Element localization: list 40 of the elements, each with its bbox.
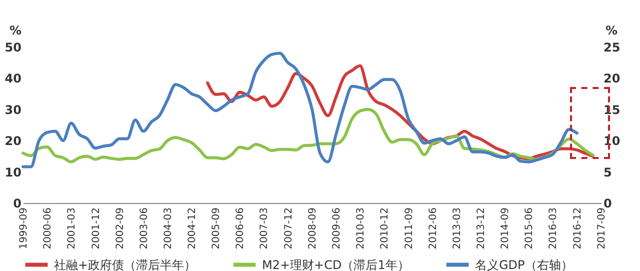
y2-axis-title: % <box>606 24 618 38</box>
y-tick-label: 50 <box>4 40 22 54</box>
x-tick-label: 2001-12 <box>90 208 102 250</box>
x-tick-label: 2016-12 <box>572 208 584 250</box>
x-tick-label: 2007-03 <box>259 208 270 250</box>
x-tick-label: 2003-06 <box>138 208 150 250</box>
x-tick-label: 2013-12 <box>476 208 488 250</box>
x-tick-label: 2004-12 <box>187 208 198 250</box>
x-tick-label: 2015-06 <box>524 208 536 250</box>
y-axis-title: % <box>9 24 22 38</box>
x-tick-label: 1999-09 <box>18 208 30 250</box>
y-tick-label: 30 <box>4 102 22 117</box>
x-tick-label: 2011-09 <box>404 208 415 250</box>
x-tick-label: 2010-03 <box>356 208 367 250</box>
x-tick-label: 2005-09 <box>211 208 222 250</box>
legend-label: 社融+政府债（滞后半年） <box>54 258 196 271</box>
x-tick-label: 2006-06 <box>235 208 246 250</box>
x-tick-label: 2009-06 <box>332 208 343 250</box>
x-tick-label: 2004-03 <box>162 208 174 250</box>
x-tick-label: 2007-12 <box>283 208 294 250</box>
legend-label: 名义GDP（右轴） <box>475 258 573 271</box>
line-series <box>22 52 578 168</box>
x-tick-label: 2013-03 <box>452 208 463 250</box>
y-tick-label: 40 <box>4 72 22 86</box>
legend-label: M2+理财+CD（滞后1年） <box>262 258 410 271</box>
x-tick-label: 2000-06 <box>42 208 54 250</box>
x-tick-label: 2014-09 <box>500 208 512 250</box>
y-tick-label: 10 <box>4 165 22 180</box>
y2-tick-label: 20 <box>604 72 620 86</box>
x-tick-label: 2002-09 <box>114 208 126 250</box>
y-tick-label: 20 <box>4 134 22 148</box>
x-tick-label: 2016-03 <box>548 208 560 250</box>
y2-tick-label: 25 <box>604 40 620 54</box>
x-tick-label: 2012-06 <box>428 208 439 250</box>
x-tick-label: 2017-09 <box>596 208 608 250</box>
x-tick-label: 2010-12 <box>380 208 391 250</box>
x-tick-label: 2001-03 <box>66 208 78 250</box>
y2-tick-label: 5 <box>604 165 612 180</box>
y2-tick-label: 0 <box>604 196 612 210</box>
x-tick-label: 2008-09 <box>308 208 319 250</box>
